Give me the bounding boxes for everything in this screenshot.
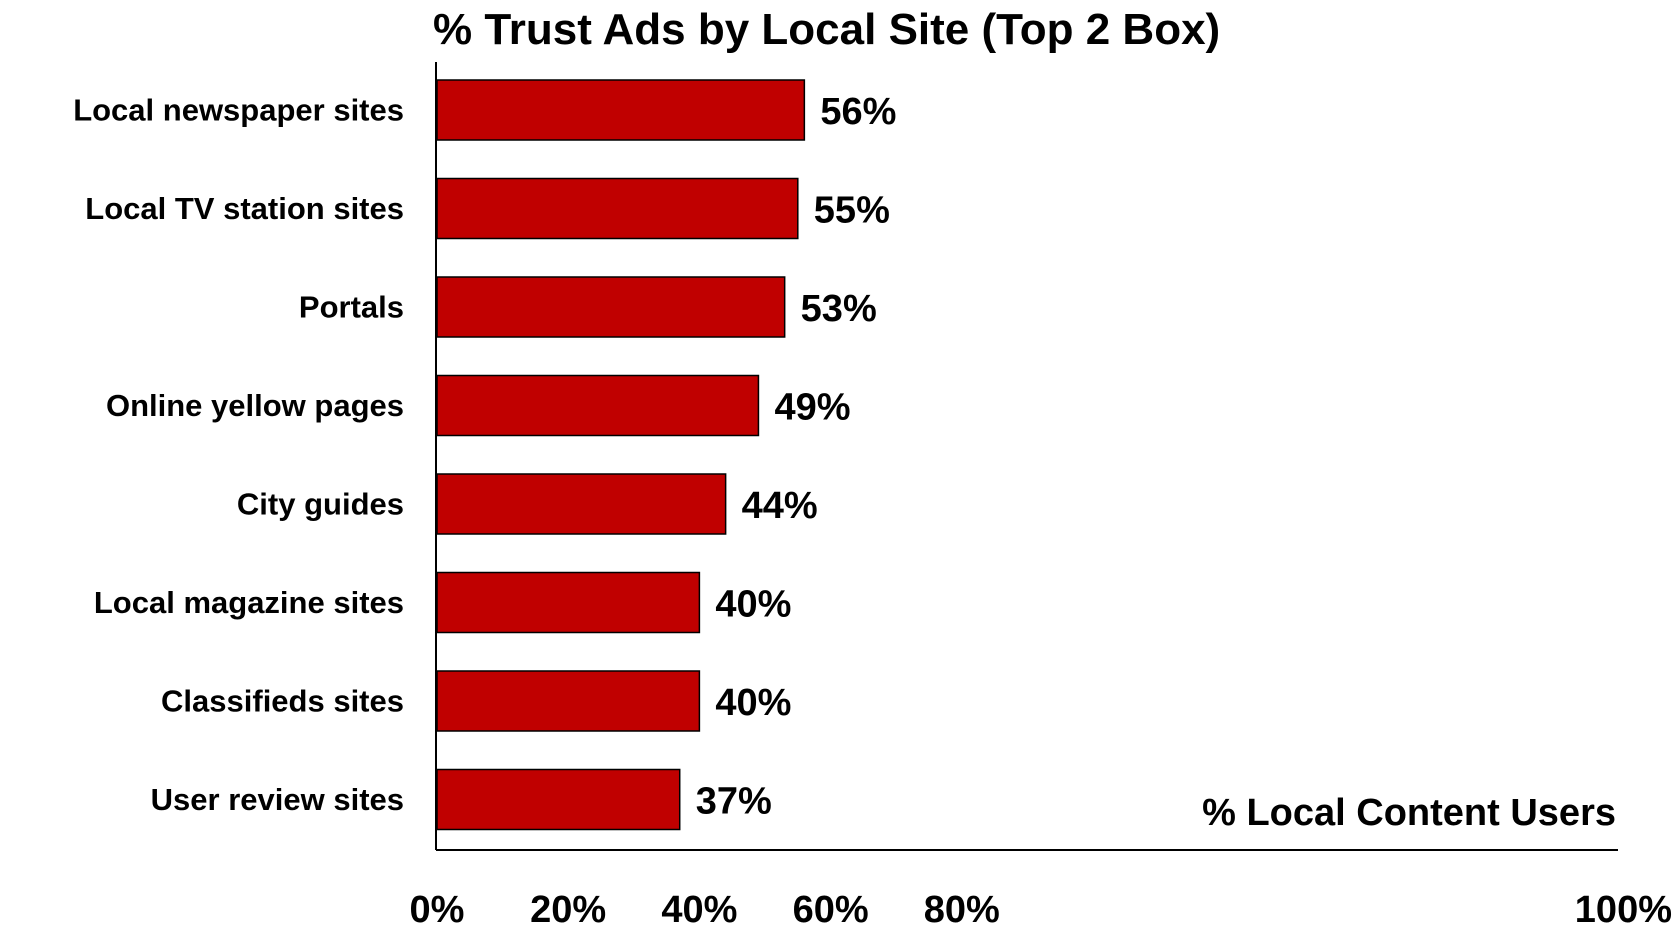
bar xyxy=(436,571,701,634)
category-label: Classifieds sites xyxy=(161,684,404,719)
data-label: 44% xyxy=(742,485,818,527)
data-label: 49% xyxy=(774,387,850,429)
bar xyxy=(436,276,786,338)
category-label: City guides xyxy=(237,487,404,522)
category-label: Portals xyxy=(299,290,404,325)
x-tick-label: 60% xyxy=(793,889,869,927)
bar xyxy=(436,79,806,141)
category-label: User review sites xyxy=(151,782,404,817)
data-label: 40% xyxy=(715,682,791,724)
bar-row: Portals 53% xyxy=(299,276,877,338)
bar-row: User review sites 37% xyxy=(151,768,772,831)
bar xyxy=(436,177,799,240)
x-tick-label: 100% xyxy=(1575,889,1672,927)
category-label: Local magazine sites xyxy=(94,585,404,620)
bar-row: Local magazine sites 40% xyxy=(94,571,791,634)
bar-row: Classifieds sites 40% xyxy=(161,670,791,732)
category-label: Local TV station sites xyxy=(85,191,404,226)
data-label: 55% xyxy=(814,190,890,232)
x-tick-label: 40% xyxy=(661,889,737,927)
data-label: 53% xyxy=(801,288,877,330)
bar xyxy=(436,374,760,437)
chart-title: % Trust Ads by Local Site (Top 2 Box) xyxy=(433,5,1220,54)
bar xyxy=(436,473,727,535)
data-label: 56% xyxy=(820,91,896,133)
bar-row: Local newspaper sites 56% xyxy=(73,79,896,141)
data-label: 40% xyxy=(715,584,791,626)
bar-row: Local TV station sites 55% xyxy=(85,177,890,240)
bar xyxy=(436,768,681,831)
x-tick-label: 0% xyxy=(410,889,465,927)
data-label: 37% xyxy=(696,781,772,823)
x-tick-label: 80% xyxy=(924,889,1000,927)
x-axis-title: % Local Content Users xyxy=(1202,792,1616,834)
bar xyxy=(436,670,701,732)
x-tick-label: 20% xyxy=(530,889,606,927)
category-label: Local newspaper sites xyxy=(73,93,404,128)
category-label: Online yellow pages xyxy=(106,388,404,423)
bar-row: City guides 44% xyxy=(237,473,818,535)
x-axis-ticks: 0% 20% 40% 60% 80% 100% xyxy=(410,889,1672,927)
bar-row: Online yellow pages 49% xyxy=(106,374,851,437)
bars-layer: Local newspaper sites 56% Local TV station… xyxy=(73,79,896,831)
